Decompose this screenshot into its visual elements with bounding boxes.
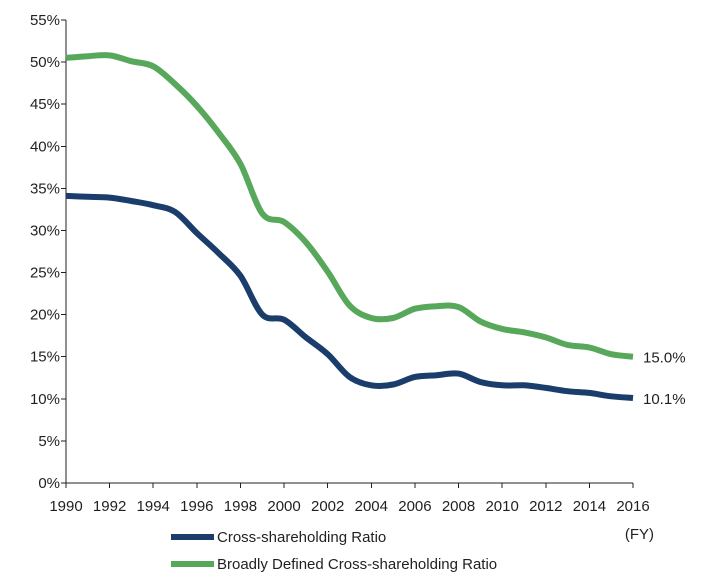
y-tick-label: 35% (30, 180, 60, 197)
legend-label-1: Cross-shareholding Ratio (217, 529, 386, 546)
x-tick-label: 2014 (573, 498, 606, 515)
x-tick-label: 1998 (224, 498, 257, 515)
x-tick-label: 2002 (311, 498, 344, 515)
series-line-1 (65, 192, 634, 401)
series-end-label-1: 10.1% (643, 391, 686, 408)
y-tick-label: 30% (30, 222, 60, 239)
series-line-0 (65, 52, 634, 360)
y-tick-label: 0% (38, 475, 60, 492)
y-tick-label: 50% (30, 54, 60, 71)
x-tick-label: 1994 (137, 498, 170, 515)
x-tick-label: 2000 (267, 498, 300, 515)
x-tick-label: 2004 (355, 498, 388, 515)
y-tick-label: 25% (30, 265, 60, 282)
y-tick-label: 40% (30, 138, 60, 155)
x-unit-label: (FY) (625, 526, 654, 543)
x-tick-label: 1990 (49, 498, 82, 515)
x-tick-label: 2006 (398, 498, 431, 515)
y-tick-label: 15% (30, 349, 60, 366)
x-tick-label: 2012 (529, 498, 562, 515)
y-tick-label: 55% (30, 12, 60, 29)
end-labels: 15.0% 10.1% (643, 350, 686, 408)
x-tick-label: 2016 (616, 498, 649, 515)
legend-label-0: Broadly Defined Cross-shareholding Ratio (217, 556, 497, 573)
series-layer (65, 52, 634, 401)
y-tick-label: 10% (30, 391, 60, 408)
x-tick-label: 2008 (442, 498, 475, 515)
series-end-label-0: 15.0% (643, 350, 686, 367)
y-tick-label: 45% (30, 96, 60, 113)
y-tick-label: 5% (38, 433, 60, 450)
y-tick-label: 20% (30, 307, 60, 324)
x-axis: 1990 1992 1994 1996 1998 2000 2002 2004 2006 2008… (49, 482, 650, 515)
x-tick-label: 2010 (485, 498, 518, 515)
x-tick-label: 1996 (180, 498, 213, 515)
y-axis: 0% 5% 10% 15% 20% 25% 30% 35% 40% 45% 50% 55% (30, 12, 67, 492)
x-tick-label: 1992 (93, 498, 126, 515)
legend: Cross-shareholding Ratio Broadly Defined … (171, 529, 497, 573)
